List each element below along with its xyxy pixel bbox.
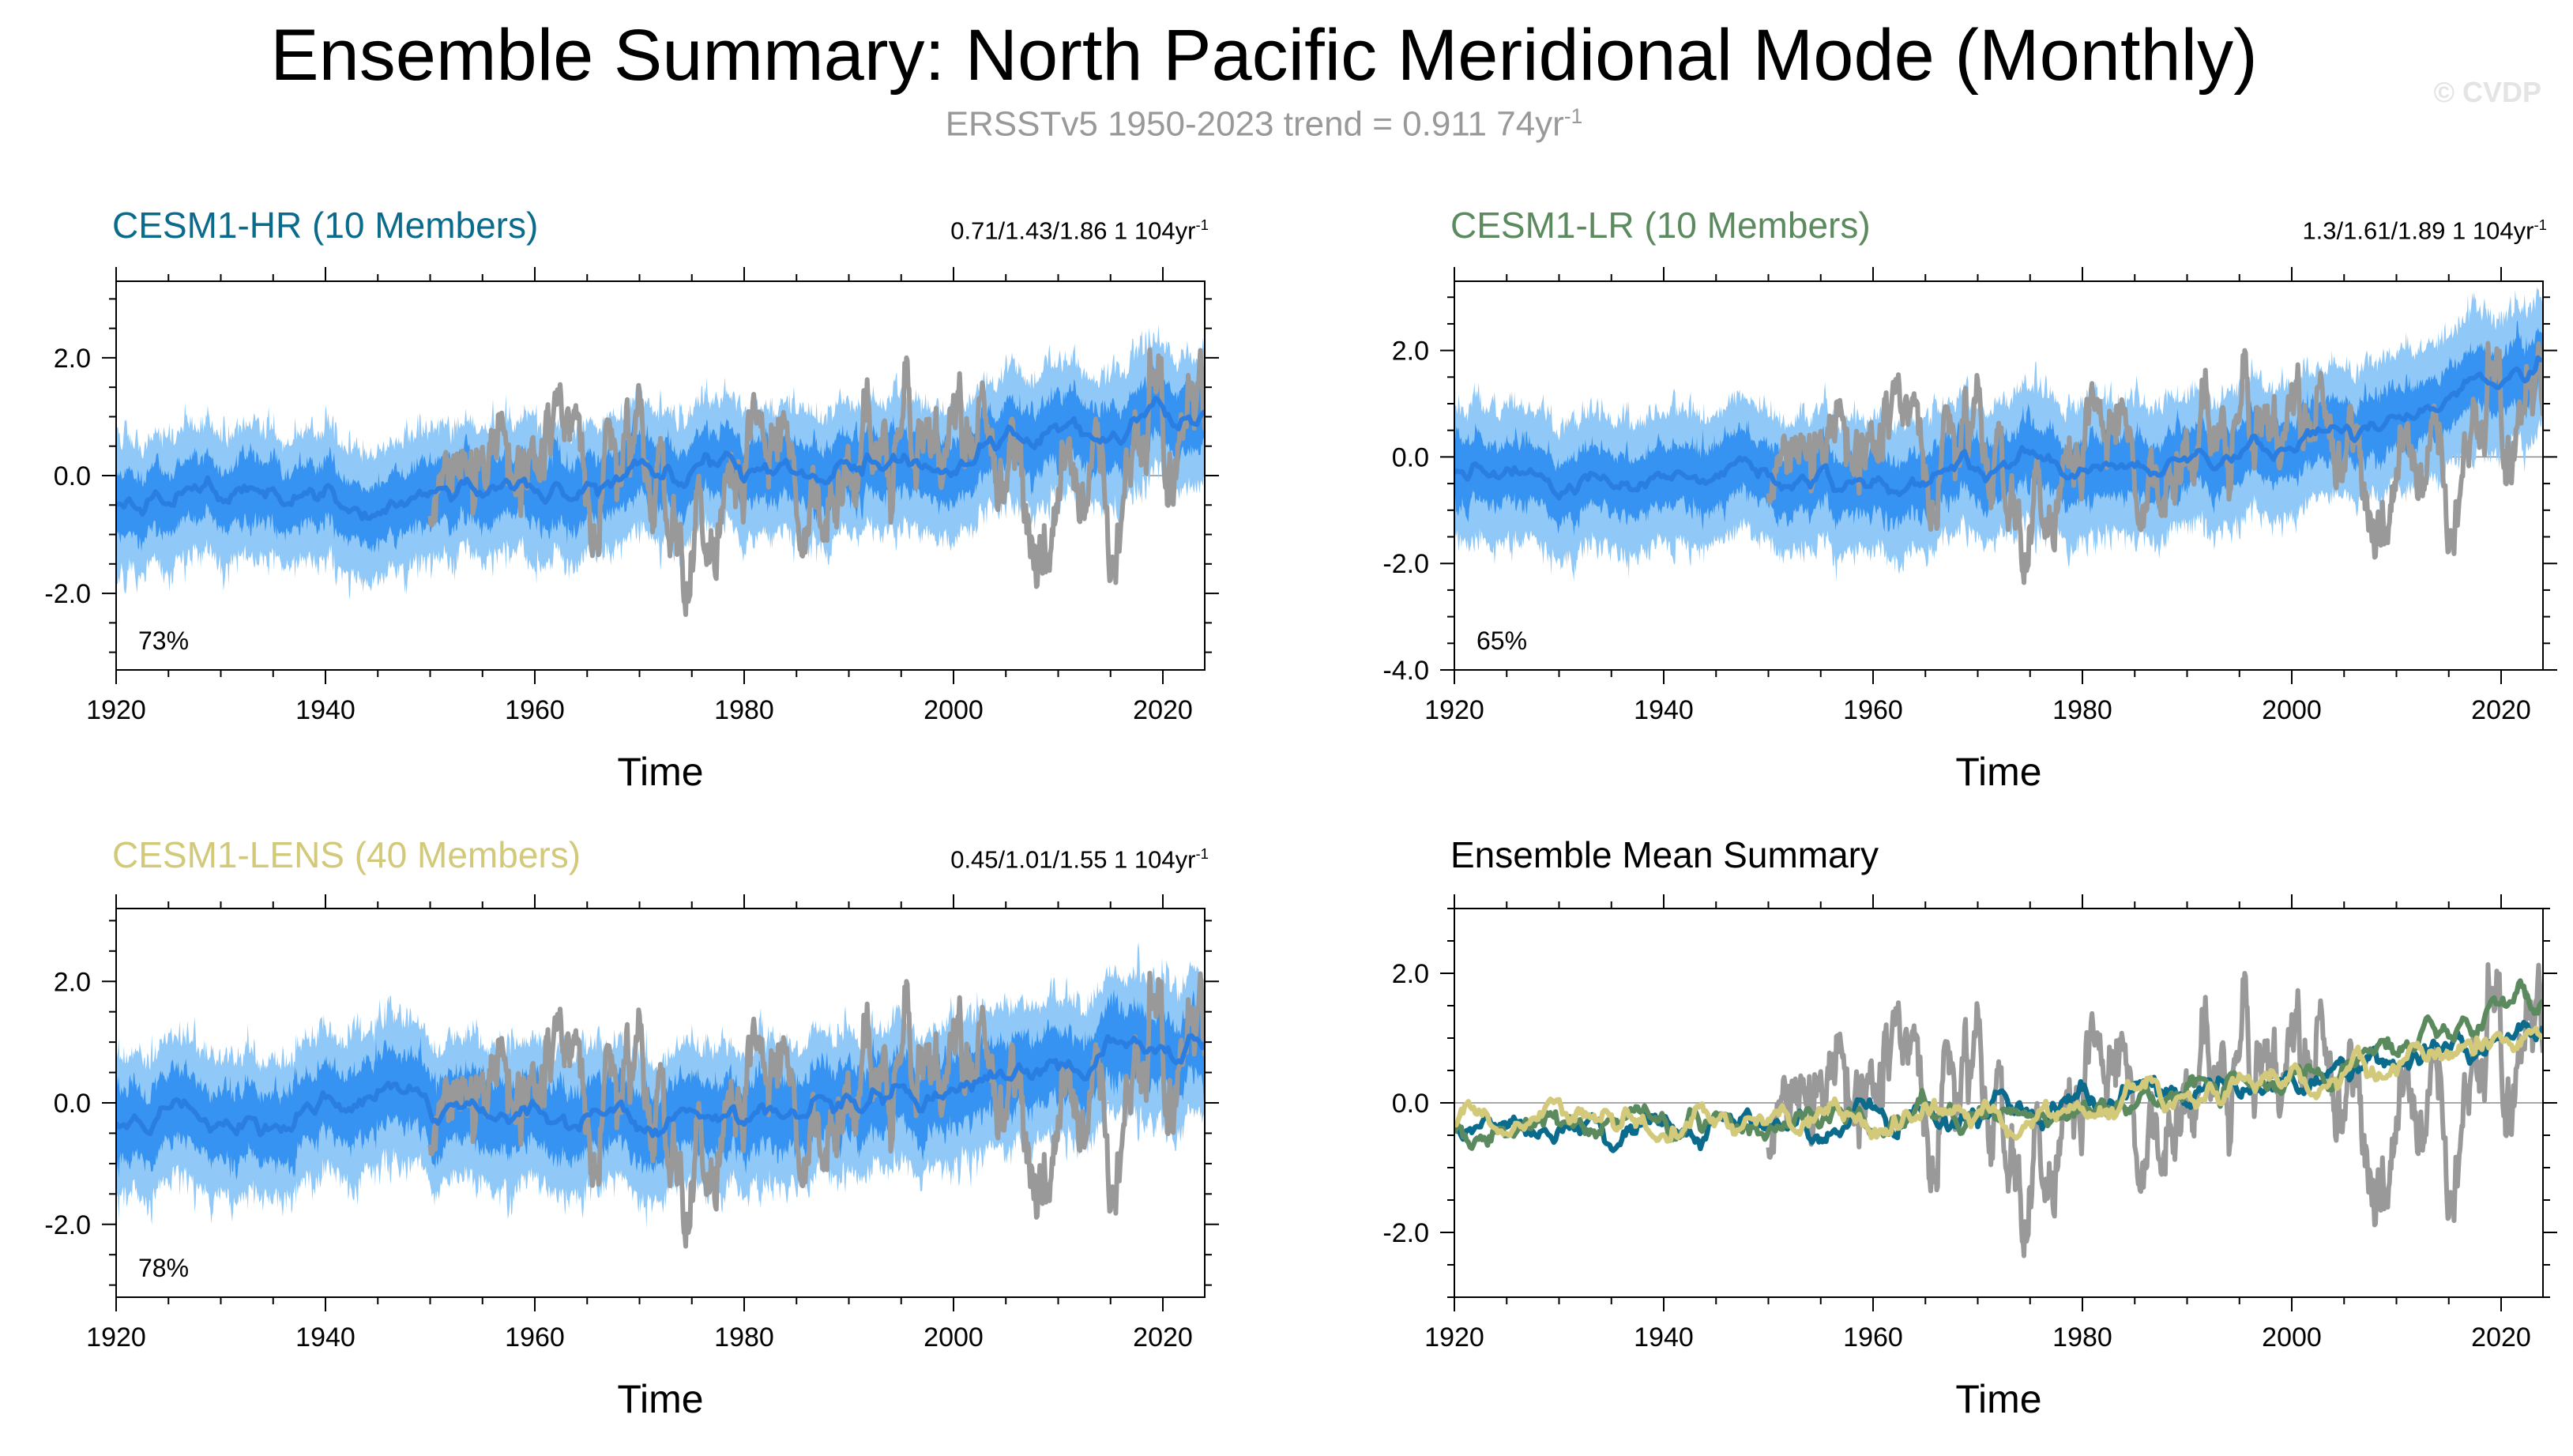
percent-label-hr: 73% — [138, 626, 189, 655]
panel-lr: 1920 1940 1960 1980 2000 2020 -4.0 -2.0 0.0 2.0 Ti… — [1382, 267, 2557, 794]
y-tick-label: 2.0 — [54, 967, 91, 997]
plot-area-lr — [1454, 287, 2543, 585]
subtitle-text: ERSSTv5 1950-2023 trend = 0.911 74yr — [945, 104, 1564, 144]
x-tick-label: 2000 — [2262, 1322, 2322, 1353]
x-tick-label: 1980 — [714, 695, 774, 725]
series-line-ensemble-mean — [116, 1033, 1205, 1138]
y-tick-label: 2.0 — [54, 344, 91, 374]
panel-title-summary: Ensemble Mean Summary — [1450, 834, 1879, 875]
trend-sup-lr: -1 — [2534, 216, 2547, 233]
y-tick-label: 2.0 — [1392, 337, 1429, 367]
trend-annotation-lr: 1.3/1.61/1.89 1 104yr-1 — [2302, 216, 2547, 245]
y-tick-label: 0.0 — [1392, 442, 1429, 472]
panel-title-hr: CESM1-HR (10 Members) — [112, 205, 539, 246]
x-tick-label: 2000 — [923, 1322, 984, 1353]
trend-annotation-lens: 0.45/1.01/1.55 1 104yr-1 — [950, 845, 1209, 874]
x-tick-label: 1940 — [1634, 695, 1694, 725]
y-tick-label: 0.0 — [1392, 1089, 1429, 1119]
x-tick-label: 2020 — [2471, 695, 2531, 725]
x-tick-label: 2020 — [1133, 1322, 1193, 1353]
series-line-ersstv5 — [1766, 961, 2543, 1258]
x-tick-label: 1920 — [86, 1322, 146, 1353]
trend-text-lr: 1.3/1.61/1.89 1 104yr — [2302, 216, 2534, 245]
series-line-ersstv5 — [1766, 340, 2543, 585]
x-tick-label: 1960 — [1843, 695, 1903, 725]
y-tick-label: -2.0 — [44, 1210, 91, 1240]
percent-label-lr: 65% — [1476, 626, 1527, 655]
plot-frame-lr — [1454, 280, 2544, 671]
y-tick-label: -2.0 — [1382, 1218, 1429, 1248]
trend-sup-lens: -1 — [1195, 845, 1209, 862]
x-tick-label: 1940 — [295, 695, 355, 725]
y-tick-label: -4.0 — [1382, 656, 1429, 686]
panel-title-lens: CESM1-LENS (40 Members) — [112, 834, 581, 875]
x-tick-label: 1980 — [2052, 695, 2112, 725]
x-axis-title: Time — [617, 1377, 703, 1421]
plot-area-hr — [116, 324, 1205, 617]
y-tick-label: -2.0 — [1382, 549, 1429, 579]
x-tick-label: 1920 — [86, 695, 146, 725]
x-axis-title: Time — [617, 750, 703, 794]
x-tick-label: 2000 — [2262, 695, 2322, 725]
trend-text-hr: 0.71/1.43/1.86 1 104yr — [950, 216, 1196, 245]
cvdp-watermark: © CVDP — [2433, 76, 2541, 108]
x-tick-label: 1980 — [2052, 1322, 2112, 1353]
x-tick-label: 2020 — [2471, 1322, 2531, 1353]
y-tick-label: -2.0 — [44, 579, 91, 609]
series-line-hr — [1454, 1019, 2543, 1153]
trend-text-lens: 0.45/1.01/1.55 1 104yr — [950, 845, 1196, 874]
panel-lens: 1920 1940 1960 1980 2000 2020 -2.0 0.0 2.0 Time 78… — [44, 894, 1219, 1421]
chart-main-title: Ensemble Summary: North Pacific Meridion… — [270, 15, 2258, 96]
panel-hr: 1920 1940 1960 1980 2000 2020 -2.0 0.0 2.0 Time 73… — [44, 267, 1219, 794]
series-line-ersstv5 — [427, 970, 1205, 1249]
x-tick-label: 1960 — [505, 1322, 565, 1353]
x-tick-label: 2020 — [1133, 695, 1193, 725]
x-tick-label: 1980 — [714, 1322, 774, 1353]
percent-label-lens: 78% — [138, 1254, 189, 1282]
x-tick-label: 1920 — [1424, 1322, 1484, 1353]
trend-annotation-hr: 0.71/1.43/1.86 1 104yr-1 — [950, 216, 1209, 245]
ensemble-spread-inner-band — [1454, 320, 2543, 536]
panel-summary: 1920 1940 1960 1980 2000 2020 -2.0 0.0 2.0 Time — [1382, 894, 2557, 1421]
subtitle-superscript: -1 — [1563, 104, 1583, 128]
trend-sup-hr: -1 — [1195, 216, 1209, 233]
plot-area-lens — [116, 942, 1205, 1249]
x-tick-label: 1940 — [1634, 1322, 1694, 1353]
y-tick-label: 2.0 — [1392, 959, 1429, 989]
y-tick-label: 0.0 — [54, 461, 91, 491]
x-axis-title: Time — [1955, 750, 2041, 794]
series-line-ersstv5 — [427, 347, 1205, 617]
x-tick-label: 2000 — [923, 695, 984, 725]
x-tick-label: 1960 — [1843, 1322, 1903, 1353]
chart-subtitle: ERSSTv5 1950-2023 trend = 0.911 74yr-1 — [0, 104, 2528, 145]
series-line-ensemble-mean — [1454, 355, 2543, 501]
series-line-lens — [1454, 1025, 2543, 1144]
series-line-ensemble-mean — [116, 396, 1205, 521]
x-tick-label: 1920 — [1424, 695, 1484, 725]
x-tick-label: 1940 — [295, 1322, 355, 1353]
x-axis-title: Time — [1955, 1377, 2041, 1421]
ensemble-spread-outer-band — [116, 942, 1205, 1229]
panel-title-lr: CESM1-LR (10 Members) — [1450, 205, 1871, 246]
y-tick-label: 0.0 — [54, 1089, 91, 1119]
x-tick-label: 1960 — [505, 695, 565, 725]
ensemble-spread-inner-band — [116, 988, 1205, 1180]
plot-area-summary — [1454, 961, 2543, 1258]
